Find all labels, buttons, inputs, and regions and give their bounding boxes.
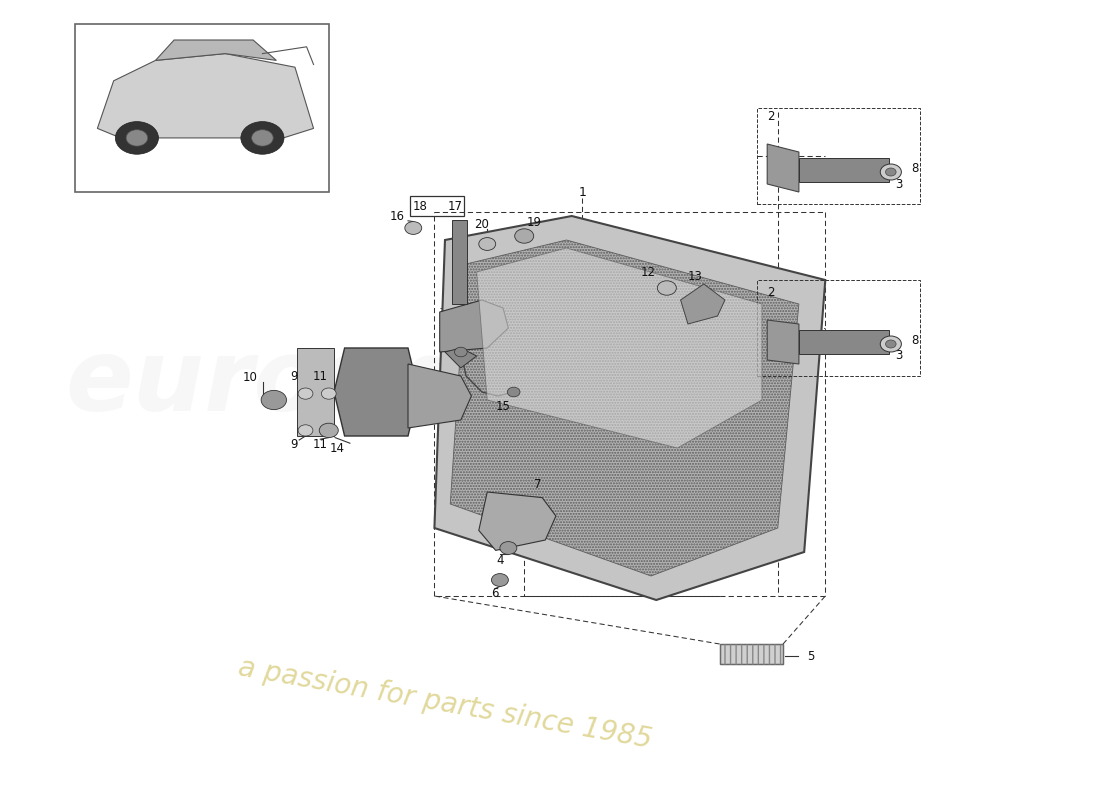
Text: 11: 11: [312, 370, 328, 382]
Polygon shape: [719, 644, 783, 664]
Text: 20: 20: [474, 218, 490, 230]
Circle shape: [454, 347, 467, 357]
Text: 8: 8: [912, 162, 918, 174]
Circle shape: [499, 542, 517, 554]
Circle shape: [116, 122, 158, 154]
Text: 9: 9: [290, 438, 298, 450]
Polygon shape: [478, 492, 556, 550]
Text: 11: 11: [312, 438, 328, 450]
Polygon shape: [440, 300, 508, 352]
Bar: [410, 196, 464, 216]
Text: 10: 10: [243, 371, 258, 384]
Polygon shape: [799, 330, 889, 354]
Bar: [452, 220, 468, 304]
Text: 12: 12: [640, 266, 656, 278]
Text: 16: 16: [389, 210, 405, 222]
Polygon shape: [334, 348, 419, 436]
Text: 2: 2: [767, 110, 774, 122]
Circle shape: [261, 390, 286, 410]
Polygon shape: [767, 144, 799, 192]
Text: 4: 4: [496, 554, 504, 566]
Bar: [75, 24, 329, 192]
Circle shape: [252, 130, 273, 146]
Circle shape: [241, 122, 284, 154]
Circle shape: [658, 281, 676, 295]
Bar: [757, 280, 921, 376]
Polygon shape: [155, 40, 276, 60]
Text: 18: 18: [412, 200, 427, 213]
Text: 3: 3: [895, 178, 903, 190]
Circle shape: [515, 229, 534, 243]
Text: eurospares: eurospares: [65, 335, 697, 433]
Text: 7: 7: [535, 478, 541, 490]
Polygon shape: [799, 158, 889, 182]
Text: a passion for parts since 1985: a passion for parts since 1985: [235, 654, 654, 754]
Polygon shape: [98, 54, 313, 138]
Text: 5: 5: [806, 650, 814, 662]
Polygon shape: [297, 348, 334, 436]
Circle shape: [321, 388, 337, 399]
Circle shape: [126, 130, 147, 146]
Circle shape: [507, 387, 520, 397]
Circle shape: [880, 164, 901, 180]
Polygon shape: [476, 248, 762, 448]
Circle shape: [492, 574, 508, 586]
Polygon shape: [434, 216, 825, 600]
Polygon shape: [446, 348, 476, 368]
Text: 8: 8: [912, 334, 918, 346]
Text: 3: 3: [895, 350, 903, 362]
Polygon shape: [408, 364, 472, 428]
Circle shape: [405, 222, 421, 234]
Polygon shape: [450, 240, 799, 576]
Text: 13: 13: [688, 270, 703, 282]
Circle shape: [886, 340, 896, 348]
Circle shape: [478, 238, 496, 250]
Bar: [757, 108, 921, 204]
Circle shape: [319, 423, 339, 438]
Circle shape: [298, 388, 312, 399]
Circle shape: [298, 425, 312, 436]
Text: 14: 14: [330, 442, 344, 454]
Text: 6: 6: [491, 587, 498, 600]
Polygon shape: [681, 284, 725, 324]
Text: 9: 9: [290, 370, 298, 382]
Polygon shape: [767, 320, 799, 364]
Circle shape: [886, 168, 896, 176]
Text: 15: 15: [496, 400, 510, 413]
Circle shape: [880, 336, 901, 352]
Text: 19: 19: [526, 216, 541, 229]
Text: 2: 2: [767, 286, 774, 298]
Text: 1: 1: [579, 186, 586, 198]
Text: 17: 17: [448, 200, 463, 213]
